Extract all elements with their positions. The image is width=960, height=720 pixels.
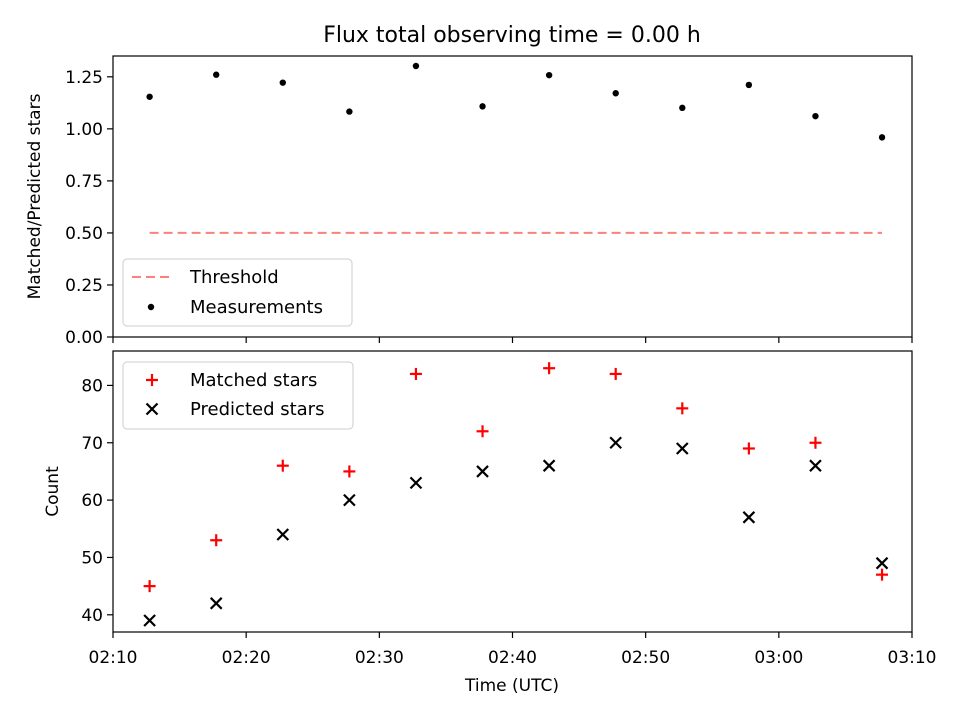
x-stroke [875,556,889,570]
y-axis-label: Count [43,466,63,517]
matched-point [676,402,689,415]
x-stroke [742,511,756,524]
x-stroke [542,459,556,472]
legend-box [122,258,353,327]
measurement-point [279,79,286,86]
x-stroke [143,614,156,627]
matched-point [143,580,156,593]
measurement-point [545,71,553,79]
matched-point [343,465,356,478]
x-axis-label: Time (UTC) [464,676,559,696]
x-tick-label: 03:00 [754,648,803,668]
legend-matched-label: Matched stars [190,370,317,391]
x-stroke [809,459,822,472]
measurement-point [679,104,686,112]
measurement-point [745,81,753,89]
predicted-point [343,493,356,507]
matched-point [210,534,223,547]
predicted-point [409,476,423,490]
x-stroke [676,442,689,455]
matched-point [409,367,422,380]
matched-point [276,459,289,472]
x-stroke [145,402,159,416]
legend-predicted-swatch [145,402,159,416]
predicted-point [143,614,156,627]
matched-point [742,442,755,455]
y-tick-label: 70 [81,434,103,454]
predicted-point [742,511,756,524]
measurement-point [346,108,353,115]
legend-box [122,361,354,430]
predicted-point [209,597,223,610]
x-stroke [609,436,622,450]
x-stroke [209,597,223,610]
x-tick-label: 02:40 [488,648,537,668]
measurement-point [479,103,486,110]
x-stroke [276,528,290,541]
y-tick-label: 0.75 [65,172,103,192]
y-tick-label: 50 [81,548,103,568]
measurement-point [878,134,886,141]
y-tick-label: 0.50 [65,224,103,244]
legend-predicted-label: Predicted stars [190,399,324,420]
y-tick-label: 60 [81,491,103,511]
x-stroke [343,493,356,507]
x-stroke [476,465,489,478]
matched-point [476,425,489,438]
predicted-point [809,459,822,472]
predicted-point [875,556,889,570]
predicted-point [476,465,489,478]
measurement-point [146,93,153,100]
predicted-point [609,436,622,450]
measurement-point [812,112,819,120]
ratio-panel: 0.00 0.25 0.50 0.75 1.00 1.25 Matched/Predicte… [25,55,913,348]
legend-measurements-label: Measurements [190,297,323,318]
y-tick-label: 0.25 [65,276,103,296]
x-tick-label: 02:10 [89,648,138,668]
measurement-point [412,62,420,70]
y-tick-label: 40 [81,606,103,626]
x-tick-label: 02:30 [355,648,404,668]
measurement-point [612,90,619,97]
x-tick-label: 02:20 [222,648,271,668]
chart-title: Flux total observing time = 0.00 h [323,23,701,48]
y-axis-label: Matched/Predicted stars [25,93,45,299]
y-tick-label: 1.25 [65,68,103,88]
matched-point [609,367,622,380]
predicted-point [542,459,556,472]
matched-point [809,436,822,449]
matched-point [543,362,556,375]
y-tick-label: 1.00 [65,120,103,140]
legend-matched-swatch [146,374,158,386]
y-tick-label: 0.00 [65,328,103,348]
legend-measurements-swatch [147,303,155,311]
y-tick-label: 80 [81,376,103,396]
matched-point [876,568,889,581]
x-stroke [409,476,423,490]
legend-threshold-label: Threshold [189,267,279,288]
predicted-point [276,528,290,541]
x-tick-label: 03:10 [888,648,937,668]
x-tick-label: 02:50 [621,648,670,668]
measurement-point [213,71,220,78]
predicted-point [676,442,689,455]
count-panel: 40 50 60 70 80 Count 02:10 02:20 02:30 02:40 02:50… [43,350,937,696]
